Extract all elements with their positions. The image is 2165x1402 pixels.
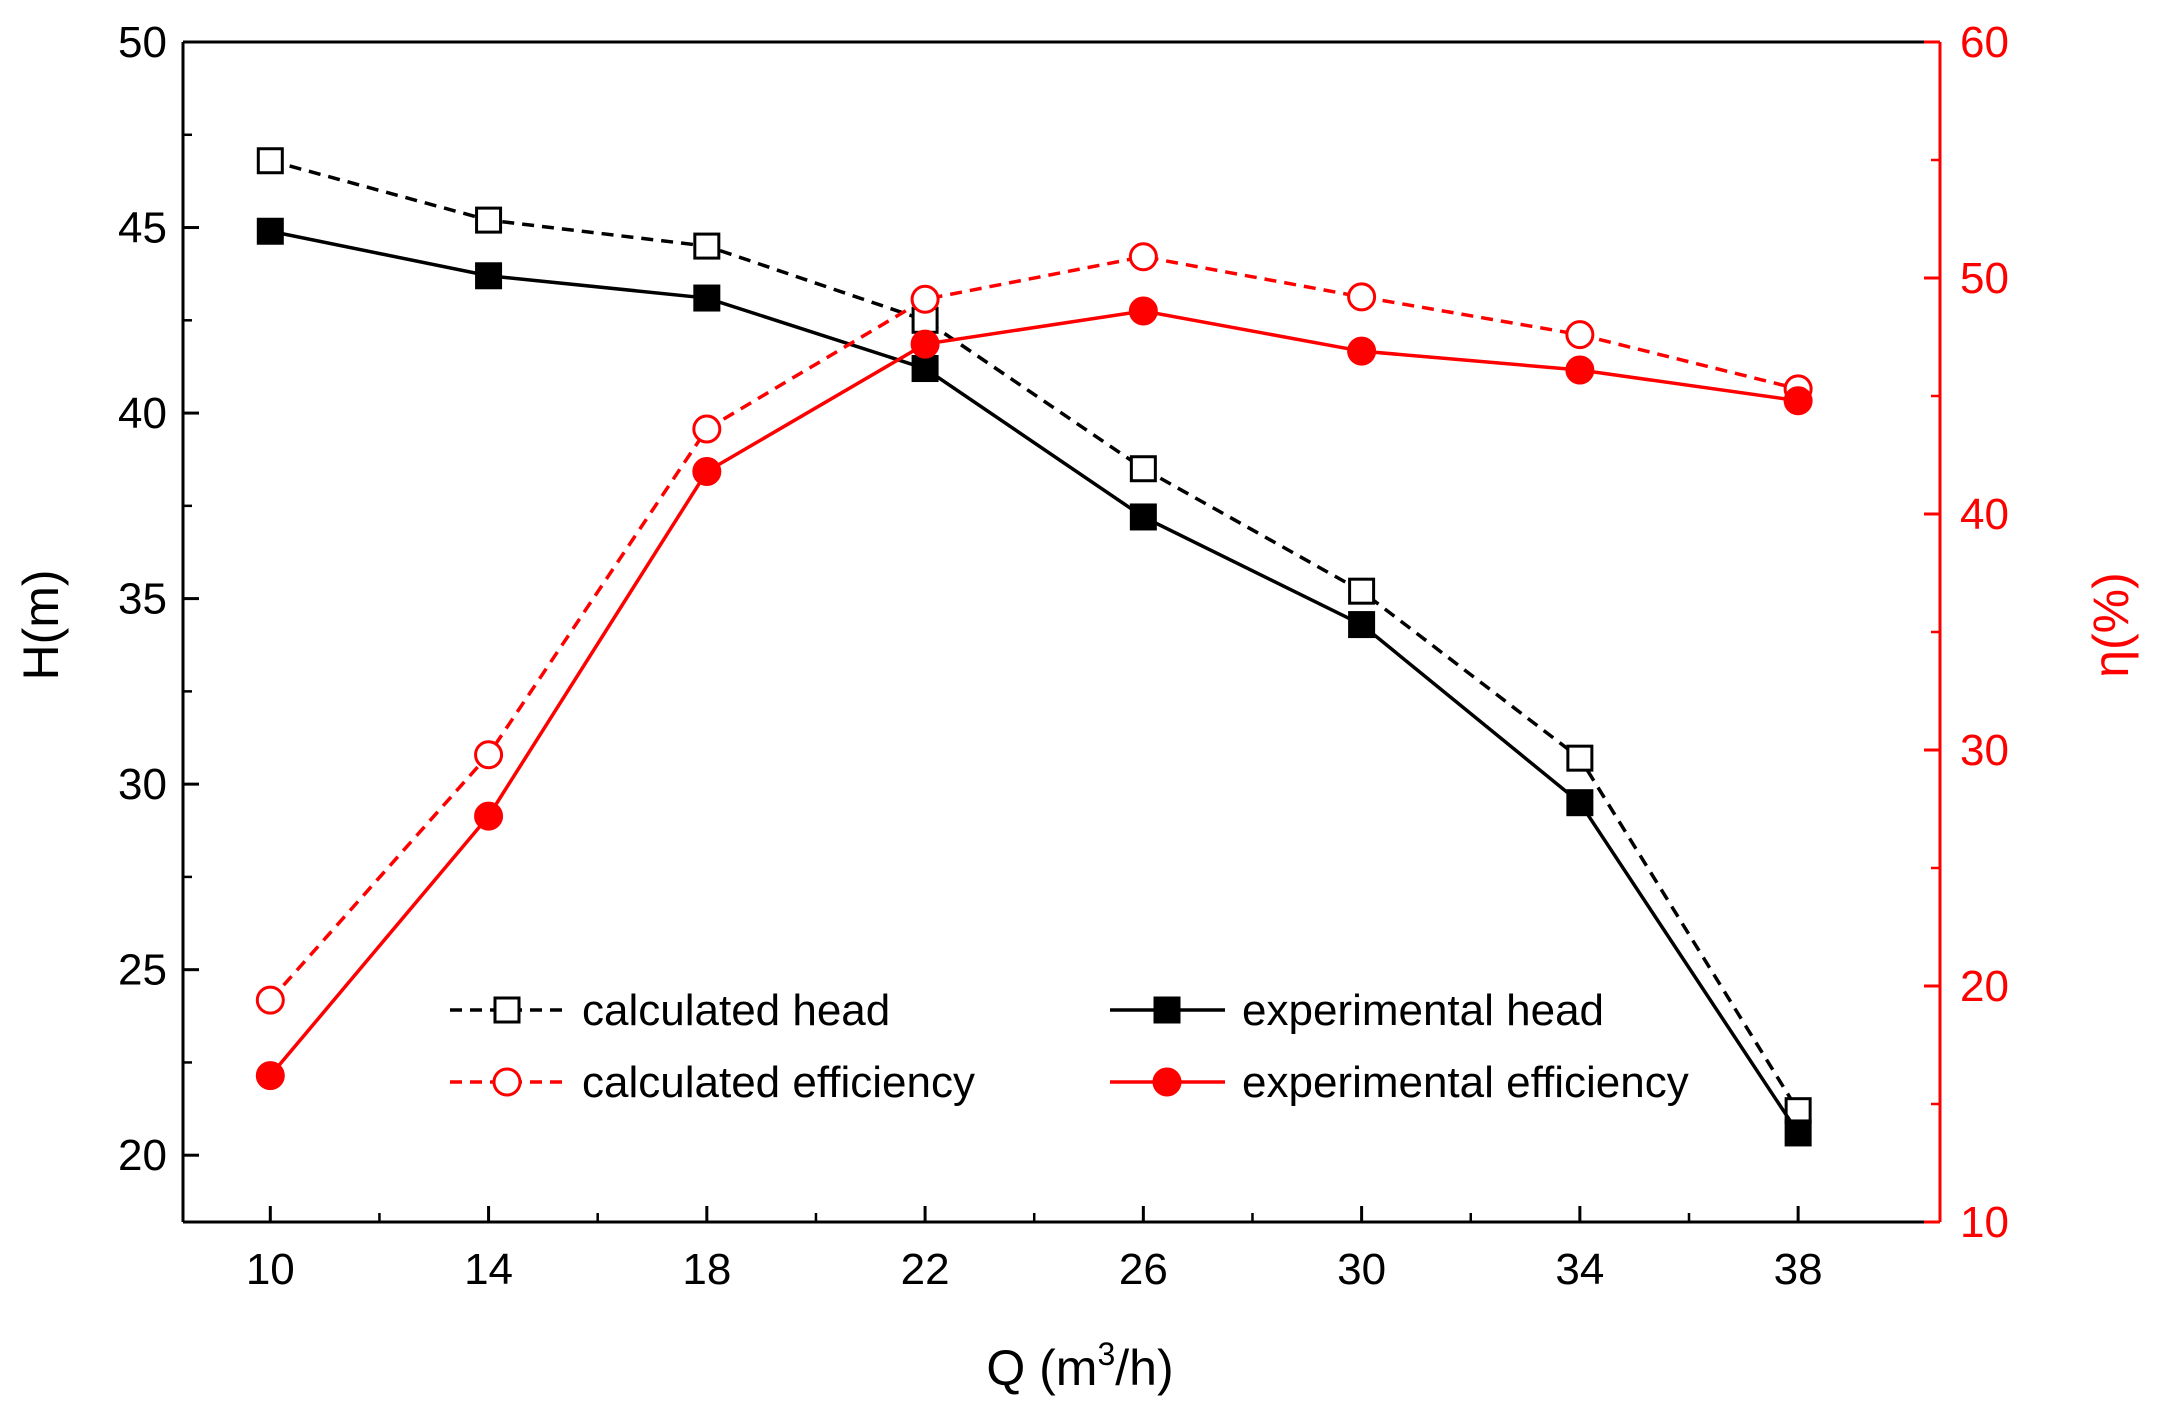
data-point-experimental-head: [1784, 1119, 1812, 1147]
data-point-experimental-efficiency: [692, 457, 722, 487]
legend-item-calculated-head: calculated head: [450, 986, 890, 1035]
legend: calculated head experimental head calculat…: [450, 986, 1689, 1107]
x-axis-title-main: Q (m: [986, 1340, 1097, 1396]
data-point-calculated-head: [1348, 577, 1376, 605]
y2-axis-title: η(%): [2083, 572, 2139, 678]
y-tick-label: 25: [118, 946, 167, 995]
data-point-calculated-head: [1566, 744, 1594, 772]
legend-label-calculated-head: calculated head: [582, 986, 890, 1035]
legend-marker-experimental-head: [1153, 996, 1181, 1024]
legend-item-experimental-efficiency: experimental efficiency: [1110, 1058, 1689, 1107]
data-point-experimental-efficiency: [1128, 296, 1158, 326]
data-point-experimental-head: [1129, 503, 1157, 531]
data-point-calculated-efficiency: [1347, 282, 1377, 312]
y2-tick-label: 60: [1960, 18, 2009, 67]
data-point-calculated-head: [693, 232, 721, 260]
data-point-experimental-efficiency: [255, 1061, 285, 1091]
y2-tick-label: 20: [1960, 962, 2009, 1011]
data-point-experimental-head: [911, 355, 939, 383]
plot-area: [181, 40, 1942, 1224]
data-point-experimental-efficiency: [910, 329, 940, 359]
data-point-experimental-head: [1566, 789, 1594, 817]
series-line-experimental-head: [269, 229, 1800, 1134]
series-line-calculated-head: [269, 159, 1800, 1112]
data-point-experimental-head: [475, 262, 503, 290]
x-tick-label: 38: [1774, 1245, 1823, 1294]
x-tick-label: 18: [682, 1245, 731, 1294]
x-axis-title-tail: /h): [1115, 1340, 1173, 1396]
data-point-experimental-head: [256, 217, 284, 245]
series-experimental-efficiency: [255, 296, 1813, 1091]
legend-item-experimental-head: experimental head: [1110, 986, 1604, 1035]
legend-marker-experimental-efficiency: [1152, 1067, 1182, 1097]
data-point-calculated-efficiency: [255, 985, 285, 1015]
data-point-experimental-efficiency: [1783, 386, 1813, 416]
x-tick-label: 30: [1337, 1245, 1386, 1294]
series-layer: [255, 147, 1813, 1147]
x-axis-title-sup: 3: [1097, 1336, 1115, 1372]
y-tick-label: 35: [118, 575, 167, 624]
series-line-calculated-efficiency: [268, 254, 1799, 1002]
data-point-experimental-head: [693, 284, 721, 312]
series-line-experimental-efficiency: [268, 309, 1799, 1077]
legend-label-experimental-head: experimental head: [1242, 986, 1604, 1035]
series-calculated-head: [256, 147, 1812, 1125]
y2-tick-label: 30: [1960, 726, 2009, 775]
legend-label-calculated-efficiency: calculated efficiency: [582, 1058, 975, 1107]
data-point-experimental-efficiency: [1565, 355, 1595, 385]
data-point-experimental-efficiency: [1347, 336, 1377, 366]
y-tick-label: 20: [118, 1131, 167, 1180]
data-point-experimental-efficiency: [474, 801, 504, 831]
data-point-calculated-efficiency: [474, 740, 504, 770]
y-tick-label: 45: [118, 204, 167, 253]
y2-tick-label: 10: [1960, 1198, 2009, 1247]
data-point-calculated-efficiency: [910, 284, 940, 314]
x-tick-label: 26: [1119, 1245, 1168, 1294]
y-tick-label: 50: [118, 18, 167, 67]
data-point-calculated-efficiency: [1565, 320, 1595, 350]
y-tick-label: 30: [118, 760, 167, 809]
x-tick-label: 14: [464, 1245, 513, 1294]
legend-item-calculated-efficiency: calculated efficiency: [450, 1058, 975, 1107]
data-point-experimental-head: [1348, 611, 1376, 639]
x-axis-title: Q (m3/h): [986, 1336, 1173, 1396]
y2-tick-label: 40: [1960, 490, 2009, 539]
y-axis-title: H(m): [13, 569, 69, 680]
series-experimental-head: [256, 217, 1812, 1147]
y-tick-label: 40: [118, 389, 167, 438]
x-tick-label: 34: [1555, 1245, 1604, 1294]
legend-label-experimental-efficiency: experimental efficiency: [1242, 1058, 1689, 1107]
data-point-calculated-head: [256, 147, 284, 175]
x-tick-label: 10: [246, 1245, 295, 1294]
legend-marker-calculated-efficiency: [492, 1067, 522, 1097]
axes: 10 14 18 22 26 30 34 38 20 25 30 35 40 45 50 10 20 30 40 50…: [118, 18, 2009, 1294]
data-point-calculated-head: [475, 206, 503, 234]
data-point-calculated-efficiency: [1128, 242, 1158, 272]
x-tick-label: 22: [901, 1245, 950, 1294]
data-point-calculated-head: [1129, 455, 1157, 483]
legend-marker-calculated-head: [493, 996, 521, 1024]
y2-tick-label: 50: [1960, 254, 2009, 303]
data-point-calculated-efficiency: [692, 414, 722, 444]
